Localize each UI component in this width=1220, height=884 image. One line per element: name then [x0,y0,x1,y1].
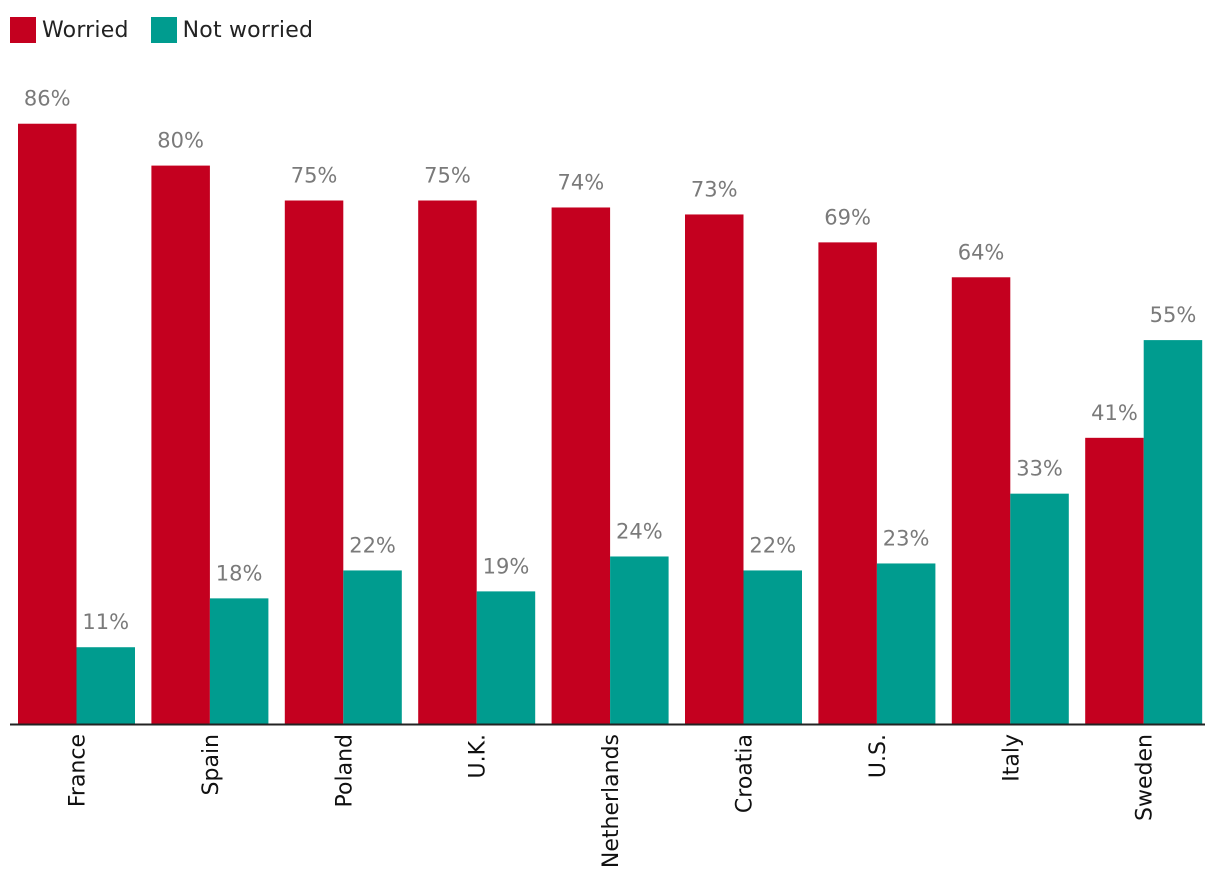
bar-worried-netherlands [551,207,611,725]
legend-label-not-worried: Not worried [182,17,314,43]
value-label-worried-italy: 64% [958,240,1005,264]
value-label-not-worried-france: 11% [82,610,129,634]
value-label-not-worried-u-s: 23% [883,526,930,550]
legend-swatch-not-worried [150,17,177,43]
value-label-not-worried-croatia: 22% [749,533,796,557]
value-label-not-worried-sweden: 55% [1150,303,1197,327]
value-label-not-worried-italy: 33% [1016,457,1063,481]
legend-item-worried: Worried [10,17,129,43]
bar-not-worried-sweden [1143,340,1203,724]
value-label-worried-netherlands: 74% [558,170,605,194]
bar-not-worried-netherlands [610,556,669,724]
value-label-worried-poland: 75% [291,164,338,188]
category-label-croatia: Croatia [733,734,758,813]
bar-not-worried-spain [209,598,269,724]
category-label-u-k: U.K. [466,734,491,779]
bar-worried-u-s [818,242,877,724]
value-label-worried-sweden: 41% [1091,401,1138,425]
value-label-not-worried-poland: 22% [349,533,396,557]
category-label-italy: Italy [999,734,1024,782]
value-label-worried-croatia: 73% [691,177,738,201]
legend-label-worried: Worried [42,17,129,43]
category-label-sweden: Sweden [1133,734,1158,821]
legend-item-not-worried: Not worried [150,17,314,43]
value-label-worried-u-s: 69% [824,205,871,229]
bar-not-worried-croatia [743,570,802,724]
legend: Worried Not worried [10,14,335,46]
bar-not-worried-france [76,647,135,724]
category-label-netherlands: Netherlands [599,734,624,868]
bar-worried-poland [284,200,344,724]
bar-not-worried-italy [1010,493,1069,724]
bar-not-worried-u-k [476,591,536,724]
bar-worried-sweden [1085,437,1144,724]
value-label-not-worried-spain: 18% [216,561,263,585]
value-label-worried-u-k: 75% [424,164,471,188]
category-label-u-s: U.S. [866,734,891,778]
bar-worried-france [18,123,77,725]
bar-worried-croatia [685,214,744,724]
value-label-worried-spain: 80% [157,129,204,153]
category-label-france: France [66,734,91,807]
bar-worried-italy [951,277,1011,724]
bar-worried-spain [151,165,210,725]
value-label-worried-france: 86% [24,87,71,111]
value-label-not-worried-netherlands: 24% [616,519,663,543]
bar-not-worried-u-s [876,563,936,724]
bar-not-worried-poland [343,570,402,724]
legend-swatch-worried [10,17,36,43]
category-label-spain: Spain [199,734,224,795]
category-label-poland: Poland [332,734,357,807]
value-label-not-worried-u-k: 19% [483,554,530,578]
bar-worried-u-k [418,200,477,724]
